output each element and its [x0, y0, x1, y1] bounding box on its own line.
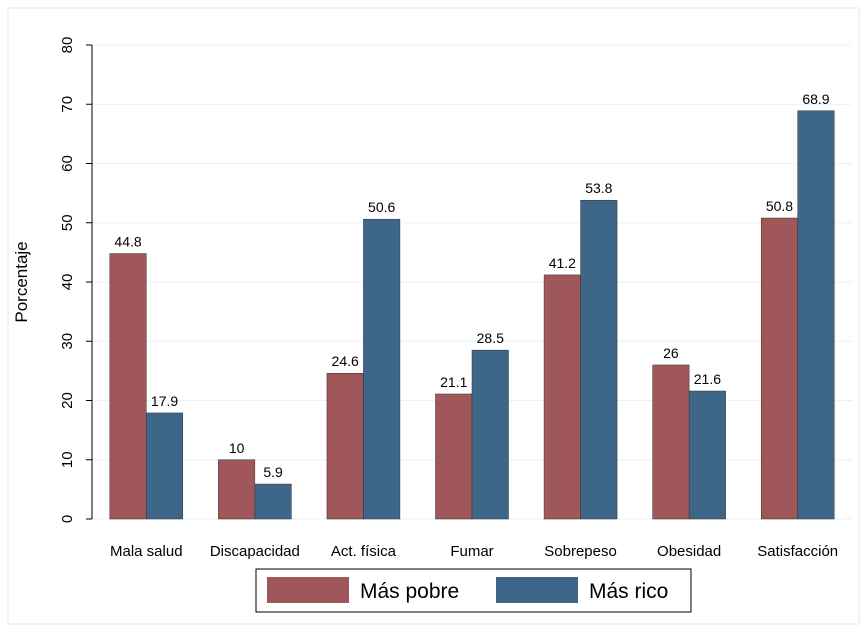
y-tick-label: 70 [59, 96, 76, 113]
y-axis: Porcentaje 0 10 20 30 40 50 60 70 80 [12, 37, 93, 523]
x-category-label-act-fisica: Act. física [331, 543, 397, 560]
bar-mas-rico-discapacidad [254, 483, 292, 520]
bar-mas-pobre-act-fisica [326, 372, 364, 520]
x-category-label-mala-salud: Mala salud [110, 543, 183, 560]
legend-swatch-mas-pobre [267, 577, 349, 603]
value-label-mas-rico-obesidad: 21.6 [694, 371, 721, 387]
x-category-label-obesidad: Obesidad [657, 543, 721, 560]
bar-mas-pobre-satisfaccion [760, 217, 798, 520]
bar-mas-pobre-fumar [435, 393, 473, 520]
value-label-mas-rico-act-fisica: 50.6 [368, 199, 395, 215]
x-axis: Mala salud Discapacidad Act. física Fumar So… [110, 543, 838, 560]
y-tick-label: 40 [59, 274, 76, 291]
plot-region-border [7, 7, 860, 625]
y-tick-label: 80 [59, 37, 76, 54]
value-label-mas-rico-sobrepeso: 53.8 [585, 180, 612, 196]
legend-label-mas-rico: Más rico [589, 580, 668, 603]
bar-mas-pobre-mala-salud [109, 253, 147, 520]
y-tick-label: 10 [59, 451, 76, 468]
bar-mas-rico-obesidad [688, 390, 726, 520]
value-label-mas-rico-fumar: 28.5 [477, 330, 504, 346]
value-label-mas-rico-mala-salud: 17.9 [151, 393, 178, 409]
value-label-mas-pobre-discapacidad: 10 [229, 440, 245, 456]
bar-mas-pobre-sobrepeso [543, 274, 581, 520]
legend-swatch-mas-rico [496, 577, 578, 603]
bars [109, 110, 835, 520]
y-tick-label: 60 [59, 155, 76, 172]
value-label-mas-rico-satisfaccion: 68.9 [802, 91, 829, 107]
y-tick-label: 0 [59, 515, 76, 523]
y-tick-label: 50 [59, 214, 76, 231]
value-label-mas-pobre-obesidad: 26 [663, 345, 679, 361]
y-axis-title: Porcentaje [12, 241, 31, 322]
value-label-mas-pobre-satisfaccion: 50.8 [766, 198, 793, 214]
x-category-label-discapacidad: Discapacidad [210, 543, 300, 560]
value-label-mas-pobre-act-fisica: 24.6 [332, 353, 359, 369]
bar-mas-pobre-obesidad [652, 364, 690, 520]
bar-mas-rico-act-fisica [363, 218, 401, 520]
bar-mas-rico-fumar [471, 349, 509, 520]
x-category-label-satisfaccion: Satisfacción [757, 543, 838, 560]
y-tick-label: 20 [59, 392, 76, 409]
value-label-mas-pobre-sobrepeso: 41.2 [549, 255, 576, 271]
value-label-mas-pobre-mala-salud: 44.8 [114, 234, 141, 250]
x-category-label-sobrepeso: Sobrepeso [544, 543, 617, 560]
value-label-mas-pobre-fumar: 21.1 [440, 374, 467, 390]
value-label-mas-rico-discapacidad: 5.9 [263, 464, 283, 480]
legend-label-mas-pobre: Más pobre [360, 580, 459, 603]
value-labels: 44.8 17.9 10 5.9 24.6 50.6 21.1 28.5 41.2 53.8 26 2… [114, 91, 829, 480]
legend: Más pobre Más rico [255, 568, 692, 613]
bar-mas-rico-satisfaccion [797, 110, 835, 520]
bar-mas-rico-mala-salud [146, 412, 184, 520]
x-category-label-fumar: Fumar [450, 543, 493, 560]
bar-mas-rico-sobrepeso [580, 199, 618, 520]
bar-mas-pobre-discapacidad [218, 459, 256, 520]
y-tick-label: 30 [59, 333, 76, 350]
